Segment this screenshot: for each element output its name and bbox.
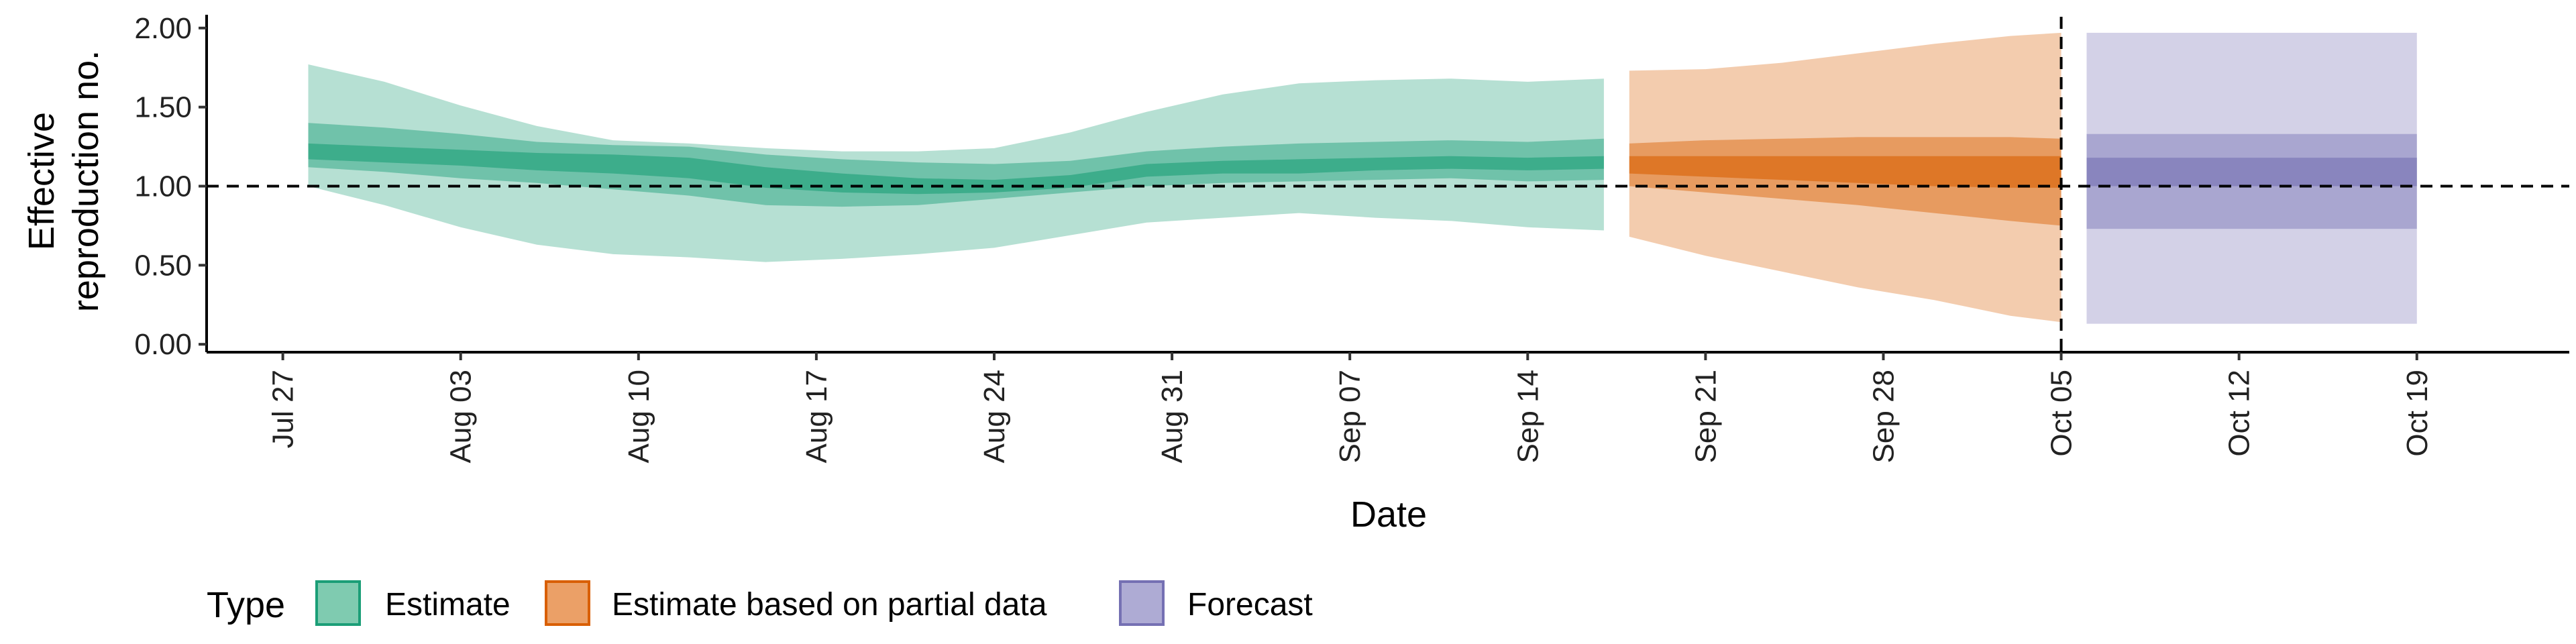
x-tick-label: Sep 21 bbox=[1689, 370, 1722, 463]
y-tick-label: 2.00 bbox=[134, 12, 192, 45]
forecast-band-ci-50 bbox=[2086, 158, 2417, 186]
legend-title: Type bbox=[207, 585, 285, 625]
y-tick-label: 1.50 bbox=[134, 91, 192, 124]
y-tick-label: 0.00 bbox=[134, 328, 192, 361]
x-tick-label: Aug 10 bbox=[623, 370, 655, 463]
legend-label-partial: Estimate based on partial data bbox=[612, 587, 1047, 623]
legend: Type Estimate Estimate based on partial … bbox=[207, 580, 1313, 626]
x-tick-label: Aug 24 bbox=[978, 370, 1011, 463]
y-tick-label: 1.00 bbox=[134, 170, 192, 203]
axes bbox=[205, 15, 2569, 354]
x-tick-label: Sep 07 bbox=[1334, 370, 1366, 463]
legend-key-estimate bbox=[315, 580, 361, 626]
legend-key-forecast bbox=[1119, 580, 1165, 626]
legend-key-partial bbox=[545, 580, 590, 626]
y-axis-ticks: 0.00 0.50 1.00 1.50 2.00 bbox=[134, 12, 207, 361]
band-layer bbox=[308, 32, 2417, 324]
x-tick-label: Oct 05 bbox=[2045, 370, 2078, 457]
y-tick-label: 0.50 bbox=[134, 249, 192, 282]
legend-label-estimate: Estimate bbox=[385, 587, 511, 623]
partial-band-ci-50 bbox=[1629, 156, 2061, 188]
y-axis-title-line-1: Effective bbox=[21, 112, 62, 250]
x-tick-label: Aug 31 bbox=[1156, 370, 1189, 463]
legend-label-forecast: Forecast bbox=[1187, 587, 1313, 623]
estimate-band-ci-outer bbox=[308, 64, 1604, 262]
x-axis-ticks: Jul 27 Aug 03 Aug 10 Aug 17 Aug 24 Aug 31 Sep … bbox=[267, 352, 2434, 463]
x-tick-label: Aug 17 bbox=[800, 370, 833, 463]
x-tick-label: Sep 28 bbox=[1868, 370, 1900, 463]
x-tick-label: Sep 14 bbox=[1511, 370, 1544, 463]
y-axis-title-line-2: reproduction no. bbox=[66, 50, 106, 312]
x-tick-label: Oct 12 bbox=[2223, 370, 2256, 457]
estimate-band-ci-50 bbox=[308, 143, 1604, 195]
x-tick-label: Jul 27 bbox=[267, 370, 300, 448]
reference-lines bbox=[207, 17, 2569, 352]
x-axis-title: Date bbox=[1350, 494, 1427, 535]
x-tick-label: Oct 19 bbox=[2401, 370, 2434, 457]
x-tick-label: Aug 03 bbox=[445, 370, 478, 463]
